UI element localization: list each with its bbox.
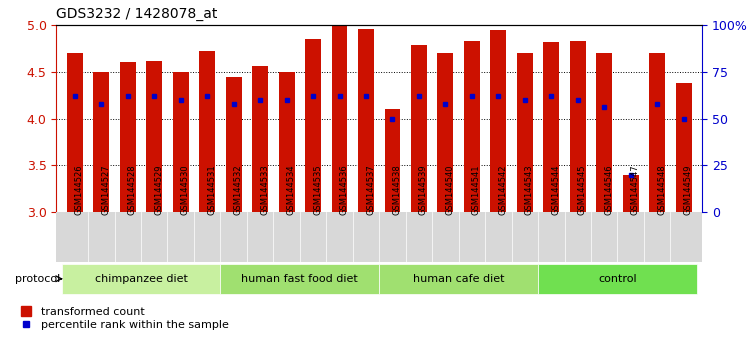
Bar [305, 39, 321, 212]
Text: GSM144531: GSM144531 [207, 164, 216, 215]
Text: human cafe diet: human cafe diet [413, 274, 505, 284]
Bar [596, 53, 612, 212]
Text: GSM144536: GSM144536 [339, 164, 348, 215]
Bar [490, 30, 506, 212]
Text: GSM144528: GSM144528 [128, 164, 137, 215]
Text: GSM144533: GSM144533 [260, 164, 269, 215]
Legend: transformed count, percentile rank within the sample: transformed count, percentile rank withi… [20, 307, 228, 330]
Text: GSM144543: GSM144543 [525, 164, 534, 215]
Bar [385, 109, 400, 212]
Bar [544, 42, 559, 212]
Text: GSM144534: GSM144534 [287, 164, 296, 215]
Bar [67, 53, 83, 212]
FancyBboxPatch shape [379, 264, 538, 294]
Text: GSM144529: GSM144529 [154, 164, 163, 215]
Text: GSM144526: GSM144526 [75, 164, 84, 215]
Bar [411, 45, 427, 212]
FancyBboxPatch shape [221, 264, 379, 294]
Text: GSM144549: GSM144549 [683, 164, 692, 215]
Text: GSM144530: GSM144530 [181, 164, 190, 215]
FancyBboxPatch shape [62, 264, 221, 294]
Bar [252, 66, 268, 212]
FancyBboxPatch shape [538, 264, 697, 294]
Bar [146, 61, 162, 212]
Bar [226, 77, 242, 212]
Bar [438, 53, 454, 212]
Text: GSM144532: GSM144532 [234, 164, 243, 215]
Text: GSM144538: GSM144538 [393, 164, 402, 215]
Text: GSM144548: GSM144548 [657, 164, 666, 215]
Text: GSM144527: GSM144527 [101, 164, 110, 215]
Bar [517, 53, 532, 212]
Text: GSM144535: GSM144535 [313, 164, 322, 215]
Bar [173, 72, 189, 212]
Bar [570, 41, 586, 212]
Bar [199, 51, 215, 212]
Bar [93, 72, 109, 212]
Bar [279, 72, 294, 212]
Bar [676, 83, 692, 212]
Text: GSM144544: GSM144544 [551, 164, 560, 215]
Text: GDS3232 / 1428078_at: GDS3232 / 1428078_at [56, 7, 218, 21]
Bar [358, 29, 374, 212]
Text: GSM144545: GSM144545 [578, 164, 587, 215]
Text: control: control [598, 274, 637, 284]
Bar [623, 175, 638, 212]
Bar [120, 62, 136, 212]
Text: GSM144537: GSM144537 [366, 164, 375, 215]
Text: GSM144542: GSM144542 [499, 164, 508, 215]
Text: GSM144539: GSM144539 [419, 164, 428, 215]
Text: protocol: protocol [15, 274, 60, 284]
Bar [332, 26, 348, 212]
Text: chimpanzee diet: chimpanzee diet [95, 274, 188, 284]
Text: human fast food diet: human fast food diet [242, 274, 358, 284]
Text: GSM144540: GSM144540 [445, 164, 454, 215]
Text: GSM144541: GSM144541 [472, 164, 481, 215]
Bar [464, 41, 480, 212]
Text: GSM144547: GSM144547 [631, 164, 640, 215]
Bar [650, 53, 665, 212]
Text: GSM144546: GSM144546 [605, 164, 614, 215]
